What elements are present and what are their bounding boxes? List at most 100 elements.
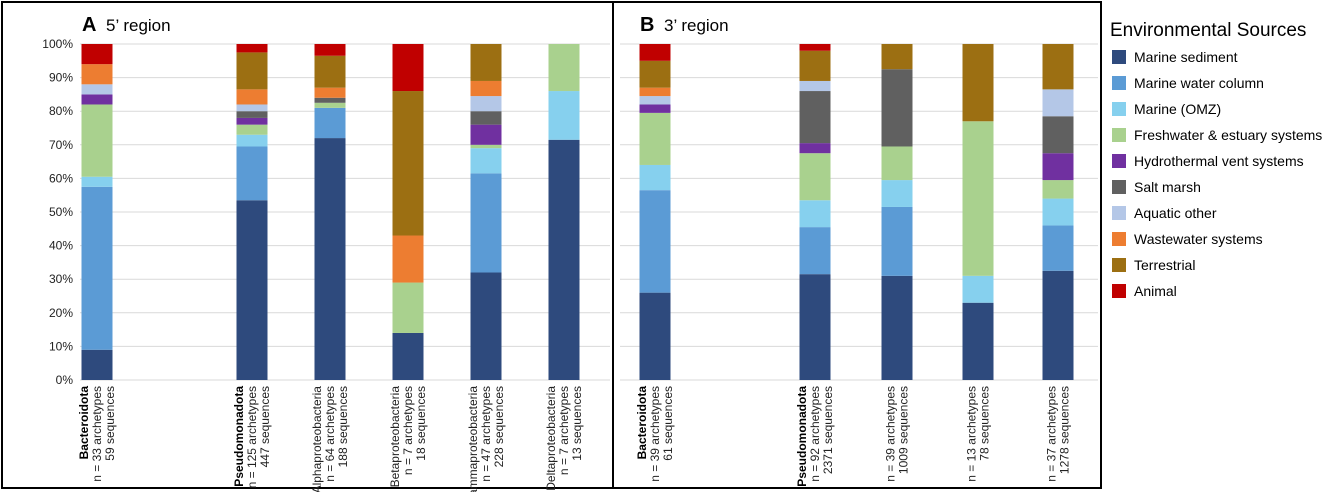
bar-segment-hydrothermal-vent-systems bbox=[470, 124, 502, 145]
category-count-label: 61 sequences bbox=[661, 386, 675, 461]
legend-swatch-terrestrial bbox=[1112, 258, 1126, 272]
legend-label-marine-water-column: Marine water column bbox=[1134, 75, 1264, 91]
bar-segment-freshwater-estuary-systems bbox=[548, 44, 580, 92]
category-count-label: n = 39 archetypes bbox=[884, 386, 898, 482]
y-tick-label: 60% bbox=[49, 171, 73, 185]
bar-segment-marine-water-column bbox=[470, 173, 502, 273]
category-count-label: 78 sequences bbox=[978, 386, 992, 461]
bar-segment-terrestrial bbox=[314, 55, 346, 88]
bar-segment-marine-omz- bbox=[1042, 198, 1074, 226]
bar-segment-marine-omz- bbox=[962, 275, 994, 303]
bar-segment-freshwater-estuary-systems bbox=[314, 102, 346, 108]
legend-label-marine-sediment: Marine sediment bbox=[1134, 49, 1238, 65]
category-count-label: n = 7 archetypes bbox=[401, 386, 415, 475]
bar-segment-terrestrial bbox=[1042, 44, 1074, 90]
category-count-label: 18 sequences bbox=[414, 386, 428, 461]
bar-segment-marine-water-column bbox=[799, 227, 831, 275]
bar-segment-marine-omz- bbox=[470, 148, 502, 174]
category-name-label: Pseudomonadota bbox=[795, 386, 809, 487]
bar-segment-animal bbox=[81, 44, 113, 65]
category-count-label: 13 sequences bbox=[570, 386, 584, 461]
category-count-label: n = 33 archetypes bbox=[90, 386, 104, 482]
bar-segment-terrestrial bbox=[236, 52, 268, 90]
bar-segment-wastewater-systems bbox=[314, 87, 346, 98]
bar-segment-aquatic-other bbox=[470, 96, 502, 112]
legend-swatch-marine-omz- bbox=[1112, 102, 1126, 116]
bar-segment-marine-omz- bbox=[236, 134, 268, 147]
legend-swatch-freshwater-estuary-systems bbox=[1112, 128, 1126, 142]
y-tick-label: 40% bbox=[49, 239, 73, 253]
panel-b-title: 3’ region bbox=[664, 16, 729, 35]
y-tick-label: 90% bbox=[49, 71, 73, 85]
legend-label-aquatic-other: Aquatic other bbox=[1134, 205, 1217, 221]
bar-segment-hydrothermal-vent-systems bbox=[1042, 153, 1074, 181]
category-count-label: n = 92 archetypes bbox=[808, 386, 822, 482]
bar-segment-terrestrial bbox=[392, 91, 424, 236]
bar-segment-hydrothermal-vent-systems bbox=[236, 117, 268, 125]
bar-segment-wastewater-systems bbox=[639, 87, 671, 97]
category-count-label: 1278 sequences bbox=[1058, 386, 1072, 474]
legend-swatch-marine-water-column bbox=[1112, 76, 1126, 90]
y-tick-label: 50% bbox=[49, 205, 73, 219]
bar-segment-freshwater-estuary-systems bbox=[81, 104, 113, 177]
bar-segment-freshwater-estuary-systems bbox=[236, 124, 268, 135]
legend-swatch-wastewater-systems bbox=[1112, 232, 1126, 246]
legend-swatch-salt-marsh bbox=[1112, 180, 1126, 194]
bar-segment-salt-marsh bbox=[236, 111, 268, 118]
bar-segment-marine-water-column bbox=[639, 190, 671, 293]
y-tick-label: 80% bbox=[49, 104, 73, 118]
category-name-label: Bacteroidota bbox=[77, 386, 91, 460]
category-count-label: n = 47 archetypes bbox=[479, 386, 493, 482]
category-count-label: 228 sequences bbox=[492, 386, 506, 467]
bar-segment-animal bbox=[392, 44, 424, 92]
legend-label-wastewater-systems: Wastewater systems bbox=[1134, 231, 1263, 247]
bar-segment-freshwater-estuary-systems bbox=[639, 112, 671, 165]
bar-segment-wastewater-systems bbox=[81, 64, 113, 85]
y-tick-label: 30% bbox=[49, 272, 73, 286]
bar-segment-marine-water-column bbox=[881, 206, 913, 276]
bar-segment-hydrothermal-vent-systems bbox=[799, 143, 831, 154]
panel-a-title: 5’ region bbox=[106, 16, 171, 35]
bar-segment-wastewater-systems bbox=[470, 80, 502, 97]
category-count-label: 59 sequences bbox=[103, 386, 117, 461]
category-count-label: 1009 sequences bbox=[897, 386, 911, 474]
category-count-label: n = 64 archetypes bbox=[323, 386, 337, 482]
category-count-label: 188 sequences bbox=[336, 386, 350, 467]
category-count-label: n = 7 archetypes bbox=[557, 386, 571, 475]
bar-segment-salt-marsh bbox=[314, 97, 346, 103]
category-count-label: 447 sequences bbox=[258, 386, 272, 467]
bar-segment-aquatic-other bbox=[1042, 89, 1074, 117]
category-count-label: 2371 sequences bbox=[821, 386, 835, 474]
legend-swatch-animal bbox=[1112, 284, 1126, 298]
category-name-label: Pseudomonadota bbox=[232, 386, 246, 487]
bar-segment-animal bbox=[799, 44, 831, 51]
bar-segment-animal bbox=[236, 44, 268, 53]
y-tick-label: 70% bbox=[49, 138, 73, 152]
bar-segment-marine-sediment bbox=[392, 332, 424, 380]
bar-segment-marine-sediment bbox=[548, 139, 580, 380]
bar-segment-wastewater-systems bbox=[236, 89, 268, 105]
bar-segment-marine-sediment bbox=[962, 302, 994, 380]
bar-segment-salt-marsh bbox=[881, 69, 913, 147]
legend-label-marine-omz-: Marine (OMZ) bbox=[1134, 101, 1221, 117]
category-name-label: Bacteroidota bbox=[635, 386, 649, 460]
bar-segment-marine-omz- bbox=[881, 180, 913, 207]
y-tick-label: 20% bbox=[49, 306, 73, 320]
bar-segment-marine-sediment bbox=[799, 274, 831, 380]
bar-segment-animal bbox=[639, 44, 671, 61]
category-name-label: Alphaproteobacteria bbox=[310, 386, 324, 492]
bar-segment-marine-sediment bbox=[881, 275, 913, 380]
bar-segment-terrestrial bbox=[470, 44, 502, 81]
y-tick-label: 0% bbox=[56, 373, 74, 387]
bar-segment-marine-omz- bbox=[639, 164, 671, 191]
bar-segment-salt-marsh bbox=[470, 111, 502, 125]
legend-label-freshwater-estuary-systems: Freshwater & estuary systems bbox=[1134, 127, 1322, 143]
bar-segment-freshwater-estuary-systems bbox=[962, 121, 994, 276]
category-count-label: n = 37 archetypes bbox=[1045, 386, 1059, 482]
bar-segment-freshwater-estuary-systems bbox=[1042, 180, 1074, 199]
legend-label-animal: Animal bbox=[1134, 283, 1177, 299]
bar-segment-marine-omz- bbox=[81, 176, 113, 187]
y-tick-label: 10% bbox=[49, 339, 73, 353]
bar-segment-aquatic-other bbox=[236, 104, 268, 112]
